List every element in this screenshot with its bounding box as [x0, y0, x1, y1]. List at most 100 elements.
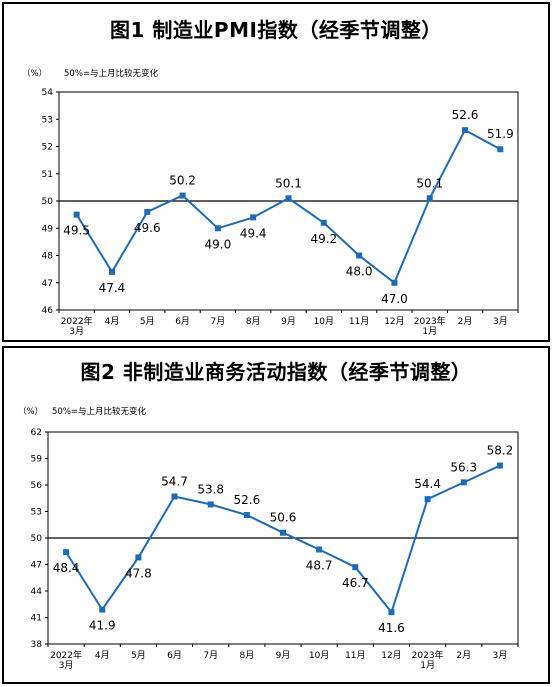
- y-tick-label: 44: [31, 587, 43, 597]
- y-tick-label: 47: [31, 561, 42, 571]
- data-label: 47.4: [99, 281, 126, 295]
- y-tick-label: 59: [31, 455, 43, 465]
- x-tick-label: 2023年: [414, 315, 446, 327]
- y-tick-label: 54: [42, 88, 54, 98]
- x-tick-label: 8月: [246, 316, 261, 327]
- x-tick-label: 3月: [69, 326, 84, 337]
- data-point-marker: [63, 549, 70, 556]
- reference-note: 50%=与上月比较无变化: [52, 406, 147, 417]
- data-point-marker: [352, 564, 359, 571]
- data-label: 52.6: [233, 493, 260, 507]
- x-tick-label: 12月: [384, 316, 404, 327]
- data-point-marker: [497, 146, 504, 153]
- x-tick-label: 2月: [456, 650, 471, 661]
- data-label: 49.2: [310, 232, 337, 246]
- x-tick-label: 12月: [381, 650, 401, 661]
- data-label: 48.4: [53, 561, 80, 575]
- data-label: 41.9: [89, 619, 116, 633]
- x-tick-label: 2022年: [61, 315, 93, 327]
- x-tick-label: 2月: [458, 316, 473, 327]
- y-tick-label: 50: [31, 534, 43, 544]
- data-label: 48.7: [306, 558, 333, 572]
- y-tick-label: 47: [42, 279, 53, 289]
- data-point-marker: [144, 208, 151, 215]
- data-label: 49.5: [63, 224, 90, 238]
- data-point-marker: [316, 546, 323, 553]
- x-tick-label: 3月: [493, 316, 508, 327]
- data-point-marker: [135, 554, 142, 561]
- y-tick-label: 52: [42, 143, 53, 153]
- x-tick-label: 4月: [105, 316, 120, 327]
- data-label: 53.8: [197, 482, 224, 496]
- data-point-marker: [171, 493, 178, 500]
- data-label: 48.0: [346, 265, 373, 279]
- data-label: 49.0: [205, 237, 232, 251]
- data-point-marker: [388, 609, 395, 616]
- data-label: 47.8: [125, 566, 152, 580]
- y-tick-label: 46: [42, 306, 54, 316]
- chart-title: 图1 制造业PMI指数（经季节调整）: [110, 18, 442, 42]
- data-point-marker: [462, 127, 469, 134]
- data-label: 50.6: [270, 511, 297, 525]
- series-line: [75, 128, 501, 285]
- y-axis-unit-label: （%）: [18, 406, 43, 417]
- y-tick-label: 38: [31, 640, 43, 650]
- data-point-marker: [280, 529, 286, 536]
- data-point-marker: [73, 211, 80, 218]
- manufacturing-pmi-line-chart: （%） 50%=与上月比较无变化4647484950515253542022年3月…: [22, 68, 519, 337]
- data-label: 49.4: [240, 226, 267, 240]
- data-point-marker: [496, 462, 503, 469]
- data-label: 50.2: [169, 174, 196, 188]
- y-tick-label: 48: [42, 252, 54, 262]
- x-tick-label: 1月: [420, 660, 435, 671]
- x-tick-label: 6月: [167, 650, 182, 661]
- y-tick-label: 41: [31, 614, 42, 624]
- non-manufacturing-line-chart: （%） 50%=与上月比较无变化3841444750535659622022年3月…: [18, 406, 519, 671]
- data-point-marker: [214, 225, 221, 232]
- y-tick-label: 49: [42, 224, 54, 234]
- x-tick-label: 5月: [131, 650, 146, 661]
- data-label: 49.6: [134, 221, 161, 235]
- x-tick-label: 9月: [281, 316, 296, 327]
- data-label: 54.7: [161, 474, 188, 488]
- data-point-marker: [207, 501, 214, 508]
- chart-panel-manufacturing-pmi: 图1 制造业PMI指数（经季节调整） （%） 50%=与上月比较无变化 46 47 48…: [2, 2, 550, 342]
- y-tick-label: 50: [42, 197, 54, 207]
- chart-panel-non-manufacturing: 图2 非制造业商务活动指数（经季节调整） （%） 50%=与上月比较无变化 38 41…: [2, 346, 550, 684]
- x-tick-label: 6月: [175, 316, 190, 327]
- x-tick-label: 8月: [239, 650, 254, 661]
- x-tick-label: 10月: [314, 316, 334, 327]
- y-tick-label: 56: [31, 481, 43, 491]
- x-tick-label: 11月: [349, 316, 369, 327]
- chart-title: 图2 非制造业商务活动指数（经季节调整）: [80, 360, 472, 384]
- data-label: 58.2: [487, 444, 514, 458]
- y-tick-label: 53: [42, 115, 53, 125]
- data-point-marker: [320, 219, 327, 226]
- reference-note: 50%=与上月比较无变化: [64, 68, 159, 79]
- x-tick-label: 10月: [309, 650, 329, 661]
- y-axis-unit-label: （%）: [22, 68, 47, 79]
- data-point-marker: [108, 268, 115, 275]
- x-tick-label: 11月: [345, 650, 365, 661]
- data-label: 41.6: [378, 621, 405, 635]
- x-tick-label: 1月: [422, 326, 437, 337]
- data-label: 50.1: [275, 176, 302, 190]
- data-point-marker: [426, 195, 433, 202]
- x-tick-label: 7月: [203, 650, 218, 661]
- data-point-marker: [460, 479, 467, 486]
- x-tick-label: 7月: [211, 316, 226, 327]
- x-tick-label: 5月: [140, 316, 155, 327]
- data-point-marker: [424, 496, 431, 503]
- data-label: 52.6: [452, 108, 479, 122]
- data-point-marker: [391, 279, 398, 286]
- x-tick-label: 3月: [493, 650, 508, 661]
- data-label: 46.7: [342, 576, 369, 590]
- x-tick-label: 2022年: [50, 649, 82, 661]
- data-point-marker: [179, 192, 186, 199]
- data-point-marker: [243, 512, 250, 519]
- data-label: 54.4: [414, 477, 441, 491]
- x-tick-label: 4月: [95, 650, 110, 661]
- data-label: 51.9: [487, 127, 514, 141]
- x-tick-label: 2023年: [412, 649, 444, 661]
- data-point-marker: [99, 606, 106, 613]
